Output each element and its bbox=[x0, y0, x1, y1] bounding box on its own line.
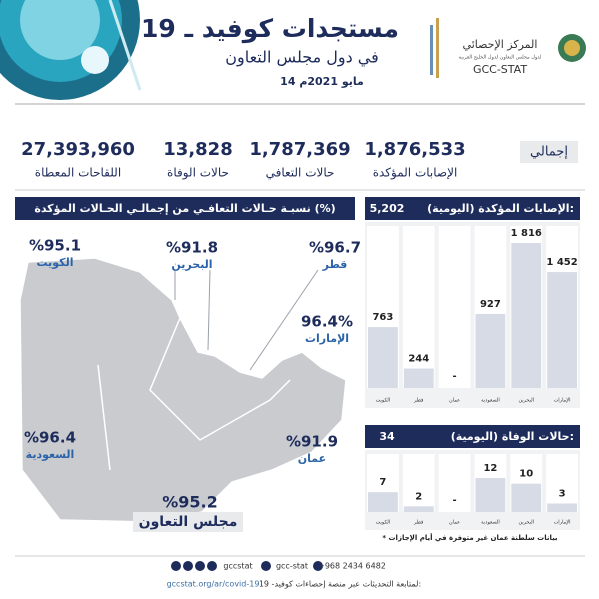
org-name: المركز الإحصائي bbox=[463, 38, 538, 51]
chart-area bbox=[365, 450, 580, 530]
region-percent: 96.4% bbox=[301, 313, 353, 331]
bar bbox=[368, 327, 398, 388]
total-label: حالات الوفاة bbox=[167, 166, 229, 181]
footer-url[interactable]: gccstat.org/ar/covid-19 bbox=[167, 580, 260, 589]
x-tick-label: الكويت bbox=[376, 398, 391, 404]
recovery-title: نسبـة حـالات التعافـي من إجمالـي الحـالا… bbox=[34, 202, 335, 215]
region-name: الإمارات bbox=[305, 332, 349, 345]
total-value: 1,876,533 bbox=[364, 139, 465, 160]
x-tick-label: الإمارات bbox=[554, 398, 571, 404]
chart-title: حالات الوفاة (اليومية): bbox=[451, 430, 574, 443]
total-label: الإصابات المؤكدة bbox=[373, 166, 458, 181]
totals-label: إجمالي bbox=[530, 145, 568, 160]
x-tick-label: الإمارات bbox=[554, 520, 571, 526]
bar bbox=[547, 272, 577, 388]
region-name: البحرين bbox=[171, 258, 212, 271]
chart-header bbox=[365, 425, 580, 448]
total-value: 27,393,960 bbox=[21, 139, 135, 160]
x-tick-label: البحرين bbox=[518, 398, 534, 404]
date: 14 مايو 2021م bbox=[280, 75, 364, 88]
chart-area bbox=[365, 222, 580, 408]
value-label: 3 bbox=[559, 489, 566, 500]
bar bbox=[547, 503, 577, 512]
value-label: 763 bbox=[372, 312, 393, 323]
map-borders bbox=[97, 317, 291, 471]
x-tick-label: السعودية bbox=[481, 398, 500, 404]
bar bbox=[403, 368, 434, 388]
bar bbox=[475, 478, 506, 512]
column bbox=[438, 226, 471, 388]
note: * بيانات سلطنة عمان غير متوفرة في أيام ا… bbox=[382, 533, 558, 542]
header-image bbox=[0, 0, 142, 100]
column bbox=[546, 454, 578, 512]
logo bbox=[430, 18, 586, 78]
pointer-lines bbox=[174, 269, 319, 371]
value-label: 1 816 bbox=[511, 228, 542, 239]
x-tick-label: البحرين bbox=[518, 520, 534, 526]
region-name: الكويت bbox=[37, 256, 74, 269]
value-label: 2 bbox=[415, 491, 422, 502]
social-handle: gcc-stat bbox=[276, 562, 308, 571]
bar bbox=[403, 506, 434, 512]
region-percent: %91.8 bbox=[166, 239, 218, 257]
gcc-percent: %95.2 bbox=[162, 493, 218, 512]
x-tick-label: عمان bbox=[449, 398, 460, 404]
value-label: - bbox=[453, 371, 457, 382]
phone: +968 2434 6482 bbox=[318, 562, 386, 571]
column bbox=[438, 454, 471, 512]
region-name: عمان bbox=[298, 452, 326, 465]
social-icons bbox=[171, 561, 323, 571]
region-percent: %96.7 bbox=[309, 239, 361, 257]
chart-header bbox=[365, 197, 580, 220]
gcc-box bbox=[133, 512, 243, 532]
map bbox=[19, 257, 347, 523]
x-tick-label: السعودية bbox=[481, 520, 500, 526]
bar bbox=[368, 492, 398, 512]
x-tick-label: الكويت bbox=[376, 520, 391, 526]
value-label: 927 bbox=[480, 299, 501, 310]
org-subtitle: لدول مجلس التعاون لدول الخليج العربية bbox=[459, 55, 542, 61]
value-label: 7 bbox=[379, 477, 386, 488]
totals-label-box bbox=[520, 141, 578, 163]
org-code: GCC-STAT bbox=[473, 63, 527, 76]
bar bbox=[475, 313, 506, 388]
total-label: حالات التعافي bbox=[266, 166, 335, 180]
bar bbox=[511, 483, 542, 512]
region-name: قطر bbox=[322, 258, 348, 271]
value-label: 1 452 bbox=[546, 257, 577, 268]
title: مستجدات كوفيد ـ 19 bbox=[141, 14, 399, 44]
social-handle: gccstat bbox=[223, 562, 252, 571]
bar bbox=[511, 243, 542, 388]
subtitle: في دول مجلس التعاون bbox=[225, 48, 379, 68]
chart-total: 34 bbox=[379, 430, 395, 443]
value-label: 244 bbox=[408, 354, 429, 365]
x-tick-label: قطر bbox=[413, 398, 424, 404]
recovery-header bbox=[15, 197, 355, 220]
region-percent: %96.4 bbox=[24, 429, 76, 447]
chart-title: الإصابات المؤكدة (اليومية): bbox=[427, 202, 574, 215]
total-value: 13,828 bbox=[163, 139, 232, 160]
region-percent: %95.1 bbox=[29, 237, 81, 255]
column bbox=[402, 226, 435, 388]
x-tick-label: قطر bbox=[413, 520, 424, 526]
total-label: اللقاحات المعطاة bbox=[35, 166, 121, 180]
gcc-name: مجلس التعاون bbox=[139, 514, 238, 530]
region-name: السعودية bbox=[26, 448, 75, 461]
total-value: 1,787,369 bbox=[249, 139, 350, 160]
column bbox=[402, 454, 435, 512]
x-tick-label: عمان bbox=[449, 520, 460, 526]
value-label: 12 bbox=[483, 463, 497, 474]
value-label: 10 bbox=[519, 469, 533, 480]
chart-total: 5,202 bbox=[370, 202, 405, 215]
value-label: - bbox=[453, 495, 457, 506]
region-percent: %91.9 bbox=[286, 433, 338, 451]
footer-text: لمتابعة التحديثات عبر منصة إحصاءات كوفيد… bbox=[259, 580, 421, 590]
